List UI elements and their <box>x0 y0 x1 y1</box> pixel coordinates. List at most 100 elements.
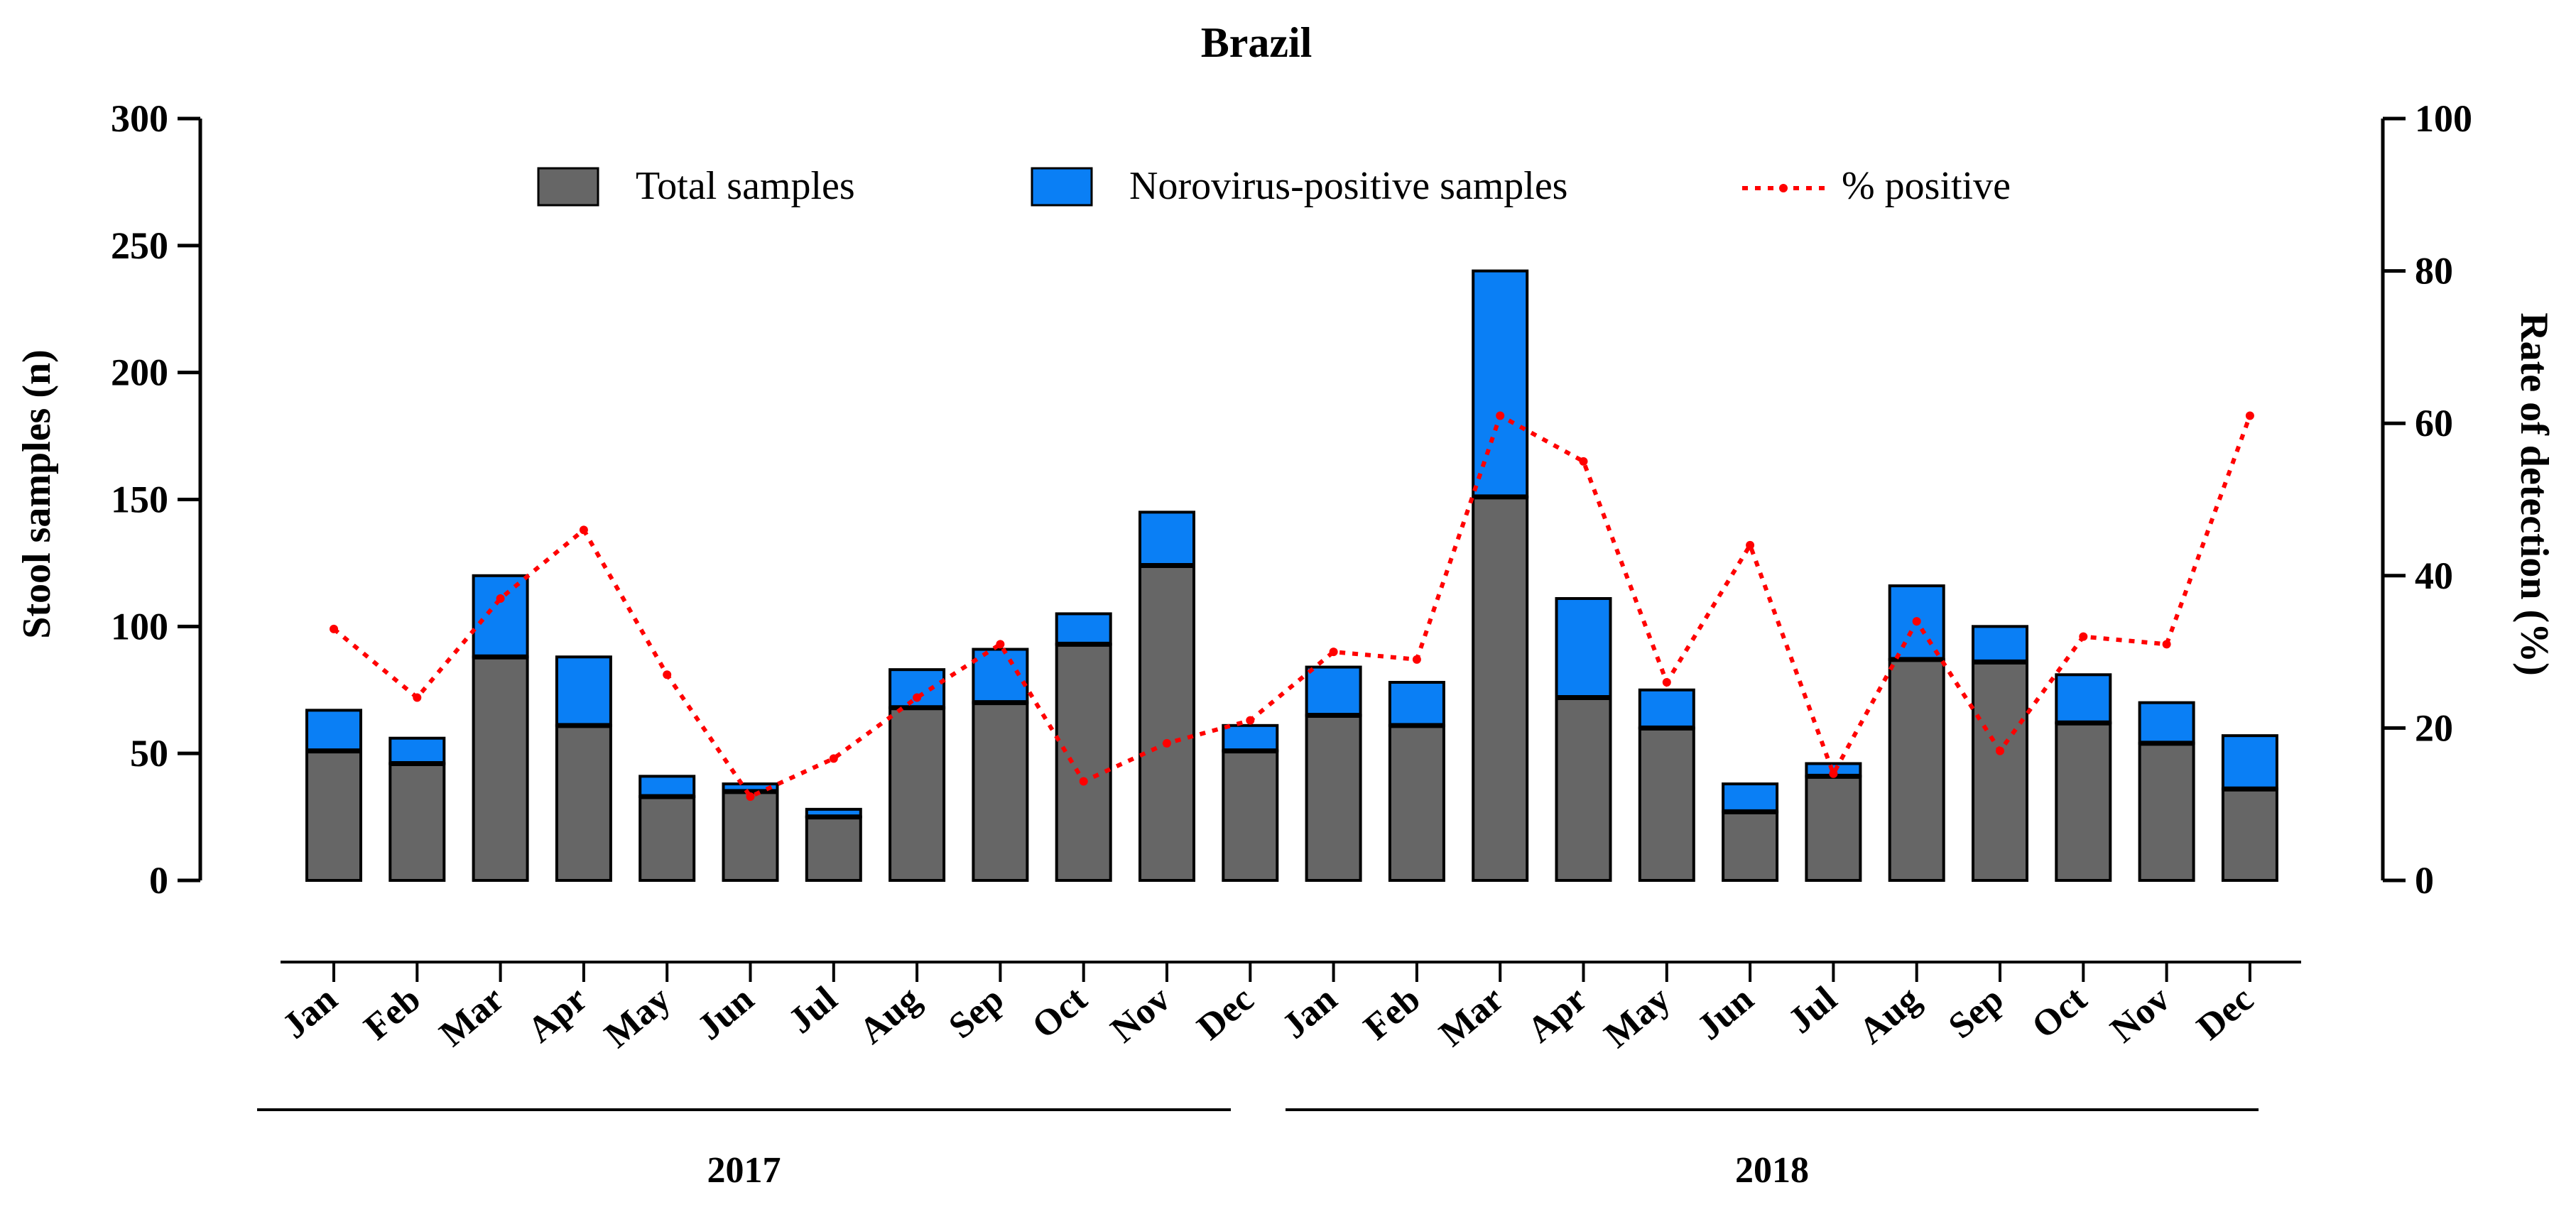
chart-title: Brazil <box>1201 19 1313 66</box>
percent-point <box>1579 457 1588 466</box>
y-tick-label: 300 <box>111 97 168 140</box>
percent-point <box>746 792 755 801</box>
y2-tick-label: 60 <box>2415 402 2453 444</box>
bar-group <box>2055 673 2112 882</box>
percent-point <box>1079 777 1088 786</box>
percent-point <box>913 693 922 702</box>
percent-series-line <box>332 413 2252 799</box>
bar-total <box>1888 657 1945 883</box>
bar-total <box>638 794 696 882</box>
percent-point <box>496 594 505 603</box>
percent-point <box>1329 648 1338 657</box>
bar-positive <box>1555 596 1612 699</box>
bar-group <box>1888 584 1945 883</box>
bar-group <box>1472 269 1529 882</box>
bar-group <box>805 807 862 883</box>
bar-positive <box>1055 612 1112 646</box>
percent-point <box>1412 655 1421 664</box>
y-tick-label: 250 <box>111 224 168 267</box>
bar-group <box>305 709 362 882</box>
x-tick-label: Feb <box>357 979 428 1049</box>
bar-group <box>1805 762 1862 883</box>
legend-label-positive: Norovirus-positive samples <box>1129 164 1567 208</box>
percent-point <box>1912 617 1921 626</box>
bar-total <box>805 815 862 883</box>
x-tick-label: May <box>1597 979 1678 1056</box>
bar-positive <box>1972 625 2028 664</box>
bar-total <box>1805 775 1862 883</box>
bar-total <box>388 762 446 883</box>
bar-group <box>2221 734 2278 882</box>
bar-positive <box>472 574 529 659</box>
bar-total <box>1222 749 1279 882</box>
bar-positive <box>555 655 612 727</box>
bar-group <box>1722 782 1779 883</box>
x-tick-label: Jan <box>1275 978 1345 1047</box>
bar-total <box>1722 810 1779 883</box>
percent-point <box>330 624 338 633</box>
y-tick-label: 150 <box>111 479 168 521</box>
bar-positive <box>1305 665 1362 717</box>
y2-tick-label: 100 <box>2415 97 2472 140</box>
bar-group <box>888 668 946 883</box>
bar-total <box>972 701 1029 883</box>
bar-total <box>1555 696 1612 882</box>
percent-point <box>1829 769 1838 778</box>
bar-group <box>722 782 779 882</box>
x-axis: Jan Feb Mar Apr May Jun Jul Aug Sep Oct Nov Dec Jan F… <box>257 961 2301 1191</box>
bar-positive <box>388 736 446 765</box>
bar-group <box>638 775 696 882</box>
percent-point <box>1496 411 1505 420</box>
x-tick-label: Jul <box>781 979 845 1042</box>
axes: 0 50 100 150 200 250 300 0 20 40 60 80 100 <box>111 97 2472 902</box>
x-tick-label: Aug <box>852 979 928 1052</box>
bar-total <box>1138 564 1195 882</box>
legend-swatch-positive <box>1031 167 1093 207</box>
y-tick-label: 0 <box>149 859 168 902</box>
x-tick-label: Apr <box>520 979 594 1051</box>
x-tick-label: Nov <box>1103 979 1178 1051</box>
bar-positive <box>638 775 696 798</box>
x-tick-label: May <box>597 979 678 1056</box>
legend-marker-percent <box>1779 184 1788 192</box>
x-tick-label: Sep <box>1941 979 2011 1047</box>
bar-positive <box>305 709 362 753</box>
percent-point <box>2245 411 2254 420</box>
bar-positive <box>1472 269 1529 498</box>
bar-group <box>1555 596 1612 882</box>
bar-total <box>2055 721 2112 882</box>
bar-group <box>1638 688 1695 883</box>
x-tick-label: Apr <box>1520 979 1594 1051</box>
x-tick-label: Dec <box>1190 979 1261 1048</box>
bar-total <box>1055 643 1112 882</box>
bar-total <box>1638 726 1695 883</box>
x-tick-label: Mar <box>1432 979 1511 1055</box>
y-tick-label: 100 <box>111 605 168 648</box>
bar-group <box>555 655 612 882</box>
percent-point <box>2162 640 2171 649</box>
bar-group <box>1972 625 2028 882</box>
x-tick-label: Sep <box>941 979 1011 1047</box>
bar-group <box>1055 612 1112 882</box>
bar-total <box>472 655 529 883</box>
bar-group <box>972 648 1029 883</box>
x-tick-label: Jul <box>1781 979 1844 1042</box>
bar-group <box>1388 681 1445 882</box>
bar-total <box>1472 495 1529 882</box>
bar-total <box>555 723 612 882</box>
year-label: 2017 <box>707 1150 781 1191</box>
bar-total <box>1305 714 1362 882</box>
x-tick-label: Feb <box>1357 979 1428 1049</box>
percent-point <box>1246 716 1255 725</box>
x-tick-label: Oct <box>1025 978 1095 1047</box>
bar-positive <box>1638 688 1695 730</box>
bar-group <box>1305 665 1362 882</box>
axis-titles: Stool samples (n) Rate of detection (%) <box>15 312 2556 676</box>
y-tick-label: 50 <box>130 732 168 775</box>
bar-total <box>888 706 946 883</box>
x-tick-label: Jun <box>1690 978 1761 1048</box>
bar-group <box>472 574 529 883</box>
y-axis-title: Stool samples (n) <box>15 349 59 639</box>
bar-positive <box>1138 510 1195 567</box>
